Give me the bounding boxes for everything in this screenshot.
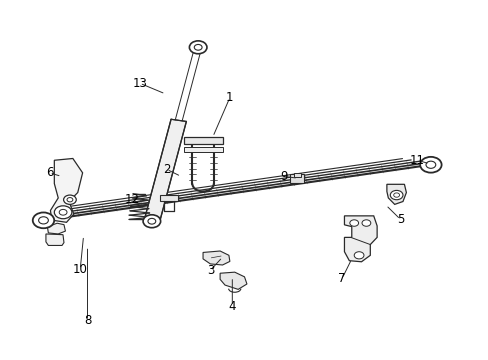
Text: 2: 2: [163, 163, 170, 176]
Text: 4: 4: [228, 300, 236, 313]
Circle shape: [389, 190, 402, 200]
Circle shape: [393, 193, 399, 197]
Text: 6: 6: [45, 166, 53, 179]
Circle shape: [194, 44, 202, 50]
Bar: [183, 147, 222, 152]
Text: 1: 1: [225, 91, 233, 104]
Text: 11: 11: [409, 154, 424, 167]
Polygon shape: [344, 216, 376, 262]
Text: 10: 10: [73, 263, 87, 276]
Polygon shape: [220, 272, 246, 289]
Circle shape: [39, 217, 48, 224]
Polygon shape: [50, 158, 82, 222]
Polygon shape: [144, 119, 186, 222]
Text: 12: 12: [124, 193, 140, 206]
Circle shape: [353, 252, 363, 259]
Text: 13: 13: [132, 77, 147, 90]
Circle shape: [59, 210, 67, 215]
Polygon shape: [46, 234, 64, 246]
Circle shape: [419, 157, 441, 173]
Bar: [160, 195, 178, 201]
Polygon shape: [47, 223, 65, 234]
Polygon shape: [386, 184, 406, 204]
Circle shape: [425, 161, 435, 168]
Circle shape: [361, 220, 370, 226]
Circle shape: [33, 212, 54, 228]
Circle shape: [143, 215, 160, 228]
Circle shape: [189, 41, 206, 54]
Circle shape: [67, 198, 73, 202]
Circle shape: [148, 219, 156, 224]
Bar: [183, 136, 222, 144]
Circle shape: [63, 195, 76, 204]
Bar: [289, 174, 304, 183]
Circle shape: [349, 220, 358, 226]
Bar: [293, 174, 300, 177]
Text: 9: 9: [279, 170, 286, 183]
Text: 3: 3: [206, 264, 214, 277]
Polygon shape: [203, 251, 229, 265]
Text: 5: 5: [396, 213, 404, 226]
Circle shape: [54, 206, 72, 219]
Text: 7: 7: [338, 272, 345, 285]
Text: 8: 8: [83, 314, 91, 327]
